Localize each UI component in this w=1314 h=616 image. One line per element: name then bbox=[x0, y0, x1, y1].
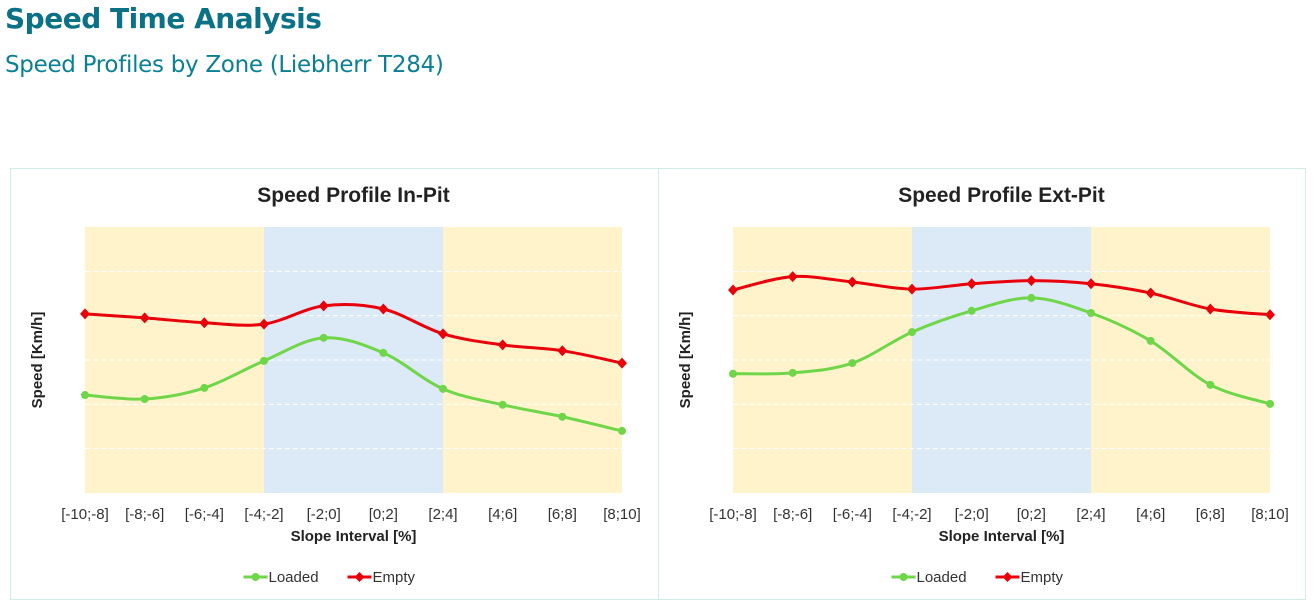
x-tick-label: [-4;-2] bbox=[244, 506, 283, 523]
x-axis-title: Slope Interval [%] bbox=[291, 528, 417, 545]
data-point-empty bbox=[259, 318, 269, 330]
legend-label-loaded: Loaded bbox=[269, 569, 319, 586]
data-point-loaded bbox=[848, 359, 857, 368]
data-point-empty bbox=[966, 278, 977, 290]
x-tick-label: [-2;0] bbox=[307, 506, 341, 523]
data-point-loaded bbox=[1206, 380, 1215, 389]
data-point-loaded bbox=[908, 328, 916, 337]
legend-marker-loaded bbox=[899, 573, 908, 581]
data-point-loaded bbox=[81, 391, 89, 400]
x-tick-label: [2;4] bbox=[1076, 506, 1105, 523]
data-point-loaded bbox=[729, 369, 737, 378]
x-tick-label: [-10;-8] bbox=[709, 506, 757, 523]
x-tick-label: [2;4] bbox=[428, 506, 457, 523]
data-point-empty bbox=[1145, 287, 1156, 299]
data-point-loaded bbox=[319, 333, 328, 342]
data-point-empty bbox=[497, 339, 508, 351]
page-title: Speed Time Analysis bbox=[5, 2, 322, 35]
chart-title: Speed Profile Ext-Pit bbox=[898, 184, 1105, 207]
data-point-empty bbox=[1026, 275, 1037, 287]
x-tick-label: [8;10] bbox=[1251, 506, 1289, 523]
legend-marker-empty bbox=[354, 572, 365, 582]
series-line-loaded bbox=[732, 296, 1271, 406]
x-tick-label: [-8;-6] bbox=[773, 506, 812, 523]
data-point-empty bbox=[199, 317, 210, 329]
data-point-loaded bbox=[1027, 293, 1036, 302]
x-tick-label: [-4;-2] bbox=[892, 506, 931, 523]
series-line-loaded bbox=[84, 336, 623, 433]
data-point-loaded bbox=[379, 348, 388, 357]
x-tick-label: [0;2] bbox=[1017, 506, 1046, 523]
data-point-loaded bbox=[1266, 399, 1274, 408]
y-axis-title: Speed [Km/h] bbox=[29, 312, 46, 409]
x-axis-title: Slope Interval [%] bbox=[939, 528, 1065, 545]
data-point-loaded bbox=[788, 368, 797, 377]
data-point-loaded bbox=[498, 400, 507, 409]
data-point-empty bbox=[787, 271, 798, 283]
x-tick-label: [6;8] bbox=[1196, 506, 1225, 523]
chart-panel-ext-pit: Speed Profile Ext-Pit [-10;-8] [-8;-6] [-6;… bbox=[658, 168, 1306, 600]
x-tick-label: [-8;-6] bbox=[125, 506, 164, 523]
x-tick-label: [-6;-4] bbox=[185, 506, 224, 523]
chart-title: Speed Profile In-Pit bbox=[257, 184, 450, 207]
data-point-empty bbox=[847, 276, 858, 288]
x-tick-label: [-10;-8] bbox=[61, 506, 109, 523]
x-tick-label: [6;8] bbox=[548, 506, 577, 523]
data-point-empty bbox=[907, 283, 917, 295]
data-point-loaded bbox=[1087, 309, 1095, 318]
series-line-empty bbox=[84, 303, 623, 365]
chart-in-pit: Speed Profile In-Pit [-10;-8] [-8;-6] [-6;-… bbox=[29, 184, 641, 586]
data-point-loaded bbox=[618, 426, 626, 435]
legend-label-empty: Empty bbox=[373, 569, 416, 586]
data-point-loaded bbox=[1146, 336, 1155, 345]
data-point-loaded bbox=[200, 383, 209, 392]
chart-panel-in-pit: Speed Profile In-Pit [-10;-8] [-8;-6] [-6;-… bbox=[10, 168, 659, 600]
chart-ext-pit: Speed Profile Ext-Pit [-10;-8] [-8;-6] [-6;… bbox=[677, 184, 1289, 586]
legend-marker-loaded bbox=[251, 573, 260, 581]
page-subtitle: Speed Profiles by Zone (Liebherr T284) bbox=[5, 52, 444, 78]
data-point-empty bbox=[728, 284, 738, 296]
data-point-empty bbox=[1086, 278, 1096, 290]
data-point-empty bbox=[1265, 309, 1275, 321]
data-point-loaded bbox=[558, 412, 567, 421]
data-point-empty bbox=[139, 312, 150, 324]
x-tick-label: [0;2] bbox=[369, 506, 398, 523]
data-point-empty bbox=[557, 345, 568, 357]
data-point-empty bbox=[318, 300, 329, 312]
legend-label-loaded: Loaded bbox=[917, 569, 967, 586]
y-axis-title: Speed [Km/h] bbox=[677, 312, 694, 409]
data-point-loaded bbox=[967, 306, 976, 315]
legend-label-empty: Empty bbox=[1021, 569, 1064, 586]
data-point-empty bbox=[438, 328, 448, 340]
data-point-empty bbox=[1205, 303, 1216, 315]
data-point-loaded bbox=[260, 356, 268, 365]
x-tick-label: [8;10] bbox=[603, 506, 641, 523]
x-tick-label: [4;6] bbox=[488, 506, 517, 523]
x-tick-label: [-6;-4] bbox=[833, 506, 872, 523]
data-point-loaded bbox=[439, 384, 447, 393]
data-point-empty bbox=[80, 308, 90, 320]
x-tick-label: [-2;0] bbox=[955, 506, 989, 523]
legend-marker-empty bbox=[1002, 572, 1013, 582]
x-tick-label: [4;6] bbox=[1136, 506, 1165, 523]
data-point-loaded bbox=[140, 395, 149, 404]
data-point-empty bbox=[378, 303, 389, 315]
data-point-empty bbox=[617, 357, 627, 369]
series-line-empty bbox=[732, 274, 1271, 317]
